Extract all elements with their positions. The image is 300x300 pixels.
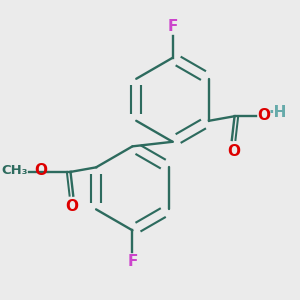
Text: O: O — [257, 108, 270, 123]
Text: O: O — [35, 164, 48, 178]
Text: O: O — [65, 199, 78, 214]
Text: ·H: ·H — [268, 105, 287, 120]
Text: O: O — [227, 144, 240, 159]
Text: CH₃: CH₃ — [1, 164, 28, 178]
Text: F: F — [167, 19, 178, 34]
Text: F: F — [127, 254, 138, 269]
